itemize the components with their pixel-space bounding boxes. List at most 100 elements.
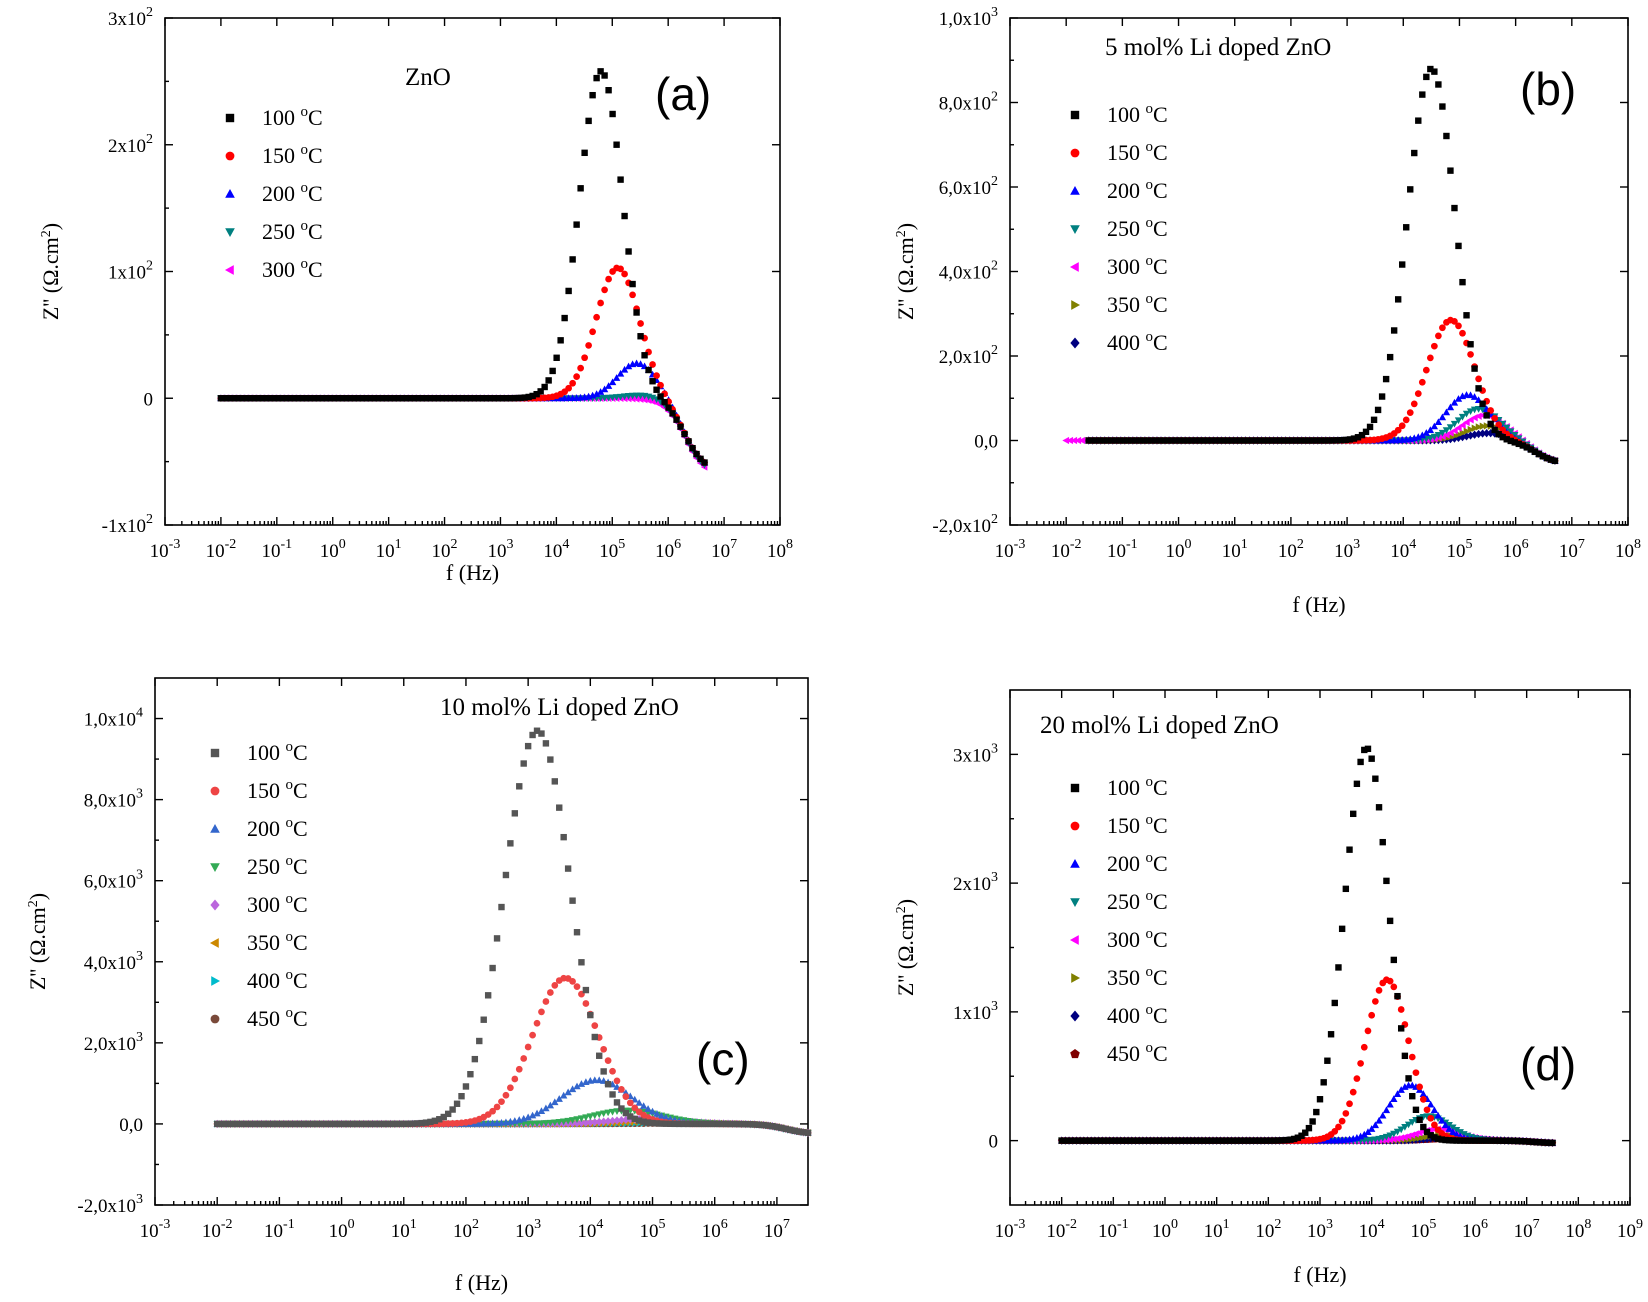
data-point: [1466, 391, 1475, 399]
data-point: [595, 1111, 603, 1119]
panel-label: (b): [1520, 63, 1576, 115]
x-tick-label: 10-1: [1098, 1217, 1129, 1242]
data-point: [604, 1081, 612, 1088]
y-tick-label: 0: [989, 1132, 999, 1153]
data-point: [1286, 437, 1293, 444]
data-point: [1427, 1100, 1435, 1108]
data-point: [231, 1120, 239, 1128]
legend-marker: [225, 188, 235, 198]
panel-label: (d): [1520, 1038, 1576, 1090]
data-point: [551, 1098, 559, 1106]
data-point: [1382, 1106, 1391, 1114]
data-point: [1471, 424, 1479, 432]
data-point: [1420, 1123, 1427, 1131]
data-point: [1386, 1100, 1394, 1108]
data-point: [591, 1022, 599, 1029]
data-point: [742, 1120, 750, 1128]
data-point: [689, 1120, 696, 1128]
data-point: [1213, 1137, 1220, 1144]
data-point: [1490, 1137, 1497, 1144]
data-point: [724, 1120, 732, 1128]
legend-marker: [1070, 858, 1080, 868]
data-point: [1335, 964, 1342, 971]
data-point: [329, 1120, 336, 1128]
data-point: [1073, 1137, 1080, 1144]
data-point: [1306, 437, 1313, 444]
data-point: [1353, 780, 1361, 788]
x-tick-label: 107: [1559, 537, 1585, 562]
data-point: [1475, 1137, 1482, 1144]
data-point: [1390, 1095, 1398, 1102]
data-point: [1084, 1137, 1091, 1144]
data-point: [1145, 437, 1153, 444]
data-point: [545, 377, 552, 384]
data-point: [644, 1119, 652, 1126]
data-point: [1515, 440, 1522, 448]
data-point: [297, 395, 305, 402]
data-point: [1226, 437, 1233, 444]
data-point: [249, 395, 257, 402]
data-point: [677, 423, 684, 430]
data-point: [573, 929, 581, 936]
series-100C: [1085, 65, 1559, 465]
data-point: [1475, 385, 1482, 392]
data-point: [1449, 1137, 1457, 1144]
data-point: [1430, 1106, 1439, 1114]
legend-label: 100 oC: [1107, 101, 1168, 127]
data-point: [549, 367, 556, 375]
data-point: [262, 1120, 270, 1128]
data-point: [577, 1115, 586, 1123]
data-point: [1401, 1124, 1409, 1131]
y-tick-label: 2,0x102: [939, 343, 998, 368]
data-point: [462, 1083, 470, 1090]
data-point: [1294, 437, 1301, 444]
legend-label: 300 oC: [1107, 253, 1168, 279]
data-point: [1527, 446, 1535, 453]
data-point: [1382, 375, 1390, 383]
y-tick-label: 0,0: [119, 1115, 143, 1136]
data-point: [1357, 758, 1364, 766]
data-point: [507, 1084, 514, 1092]
data-point: [1254, 1137, 1261, 1144]
data-point: [1180, 1137, 1187, 1144]
data-point: [636, 360, 645, 367]
data-point: [1183, 1137, 1191, 1144]
sample-annotation: ZnO: [405, 64, 451, 91]
data-point: [1364, 1027, 1372, 1035]
data-point: [356, 1120, 363, 1128]
data-point: [365, 395, 372, 402]
data-point: [644, 396, 652, 404]
x-tick-label: 103: [1307, 1217, 1333, 1242]
series-400C: [1085, 429, 1559, 465]
data-point: [1157, 437, 1165, 444]
data-point: [321, 395, 329, 402]
data-point: [578, 959, 585, 966]
x-tick-label: 101: [1204, 1217, 1230, 1242]
data-point: [1487, 429, 1495, 438]
data-point: [521, 394, 528, 401]
data-series-group: [213, 727, 812, 1137]
data-point: [560, 1091, 568, 1099]
data-point: [1209, 1137, 1217, 1144]
data-point: [601, 286, 608, 294]
legend-label: 100 oC: [1107, 774, 1168, 800]
data-point: [608, 1108, 617, 1116]
data-point: [529, 731, 536, 739]
data-point: [778, 1124, 785, 1132]
data-point: [307, 1120, 314, 1128]
data-point: [1419, 91, 1426, 98]
data-point: [1438, 1136, 1445, 1143]
data-point: [373, 395, 380, 402]
legend-label: 150 oC: [262, 142, 323, 168]
data-point: [1434, 1135, 1442, 1142]
data-point: [600, 1068, 607, 1075]
data-point: [581, 149, 588, 157]
data-point: [1153, 437, 1161, 444]
data-point: [1383, 877, 1390, 885]
data-point: [1310, 437, 1317, 444]
data-point: [769, 1123, 776, 1130]
data-point: [349, 395, 357, 402]
data-point: [1435, 332, 1442, 340]
data-point: [1210, 437, 1217, 444]
